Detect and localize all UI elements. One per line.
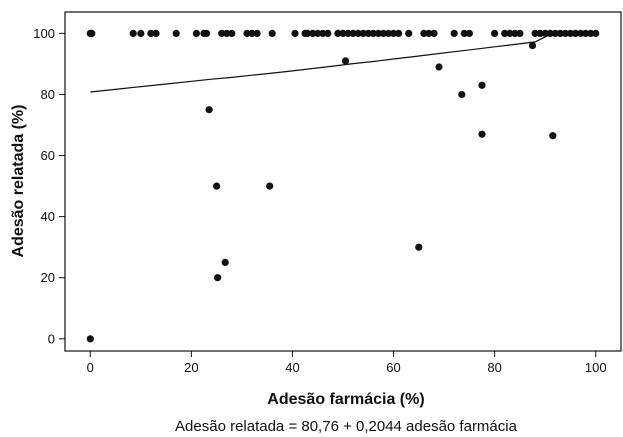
data-point [556, 29, 564, 37]
y-tick-label: 20 [41, 270, 55, 285]
x-axis-title: Adesão farmácia (%) [267, 391, 424, 408]
data-point [561, 29, 570, 37]
data-point [458, 90, 466, 99]
data-point [349, 29, 357, 37]
data-point [395, 29, 403, 37]
data-point [202, 29, 211, 37]
data-point [218, 29, 226, 37]
data-point [359, 29, 367, 37]
data-point [501, 29, 509, 37]
data-point [405, 29, 413, 37]
data-point [291, 29, 299, 37]
data-point [192, 29, 200, 37]
data-point [478, 81, 486, 89]
y-tick-label: 40 [41, 209, 55, 224]
x-axis: 0 20 40 60 80 100 [87, 351, 607, 375]
x-tick-label: 60 [386, 360, 400, 375]
data-point [364, 29, 372, 37]
data-point [587, 29, 595, 37]
data-point [384, 29, 393, 37]
data-point [389, 29, 398, 37]
data-point [214, 274, 222, 282]
data-point [460, 29, 468, 37]
data-point [266, 182, 274, 190]
data-point [339, 29, 347, 37]
y-tick-label: 100 [33, 26, 55, 41]
data-points [86, 29, 600, 343]
data-point [253, 29, 261, 37]
data-point [420, 29, 428, 37]
data-point [369, 29, 377, 37]
data-point [592, 29, 600, 37]
data-point [221, 258, 229, 266]
data-point [243, 29, 251, 37]
data-point [334, 29, 342, 37]
data-point [430, 29, 438, 37]
y-tick-label: 0 [48, 331, 55, 346]
data-point [314, 29, 322, 37]
y-tick-label: 80 [41, 87, 55, 102]
data-point [324, 29, 332, 37]
data-point [268, 29, 276, 37]
data-point [88, 29, 96, 37]
data-point [341, 57, 350, 65]
data-point [506, 29, 514, 37]
x-tick-label: 80 [487, 360, 501, 375]
x-tick-label: 40 [285, 360, 299, 375]
data-point [147, 29, 155, 37]
data-point [374, 29, 382, 37]
data-point [551, 29, 559, 37]
data-point [536, 29, 544, 37]
data-point [531, 29, 539, 37]
data-point [354, 29, 362, 37]
y-tick-label: 60 [41, 148, 55, 163]
data-point [577, 29, 585, 37]
data-point [309, 29, 317, 37]
data-point [566, 29, 575, 37]
data-point [435, 63, 443, 71]
data-point [129, 29, 137, 37]
data-point [478, 130, 486, 138]
regression-equation-caption: Adesão relatada = 80,76 + 0,2044 adesão … [175, 418, 518, 435]
data-point [152, 29, 160, 37]
data-point [319, 29, 327, 37]
data-point [491, 29, 499, 37]
x-tick-label: 20 [184, 360, 198, 375]
data-point [516, 29, 524, 37]
data-point [549, 132, 557, 140]
data-point [344, 29, 352, 37]
data-point [213, 182, 221, 190]
data-point [511, 29, 519, 37]
data-point [86, 335, 94, 343]
data-point [582, 29, 590, 37]
data-point [223, 29, 231, 37]
data-point [205, 106, 213, 114]
x-tick-label: 0 [87, 360, 94, 375]
y-axis: 0 20 40 60 80 100 [33, 26, 65, 346]
data-point [304, 29, 312, 37]
regression-line [90, 34, 549, 93]
data-point [228, 29, 236, 37]
data-point [425, 29, 433, 37]
data-point [137, 29, 145, 37]
data-point [541, 29, 549, 37]
data-point [528, 42, 537, 50]
data-point [450, 29, 458, 37]
y-axis-title: Adesão relatada (%) [10, 105, 27, 258]
data-point [172, 29, 180, 37]
data-point [248, 29, 256, 37]
regression-line-group [90, 34, 549, 93]
data-point [415, 243, 423, 251]
data-point [571, 29, 580, 37]
x-tick-label: 100 [585, 360, 607, 375]
plot-frame [64, 11, 622, 352]
data-point [379, 29, 387, 37]
data-point [465, 29, 473, 37]
data-point [546, 29, 554, 37]
